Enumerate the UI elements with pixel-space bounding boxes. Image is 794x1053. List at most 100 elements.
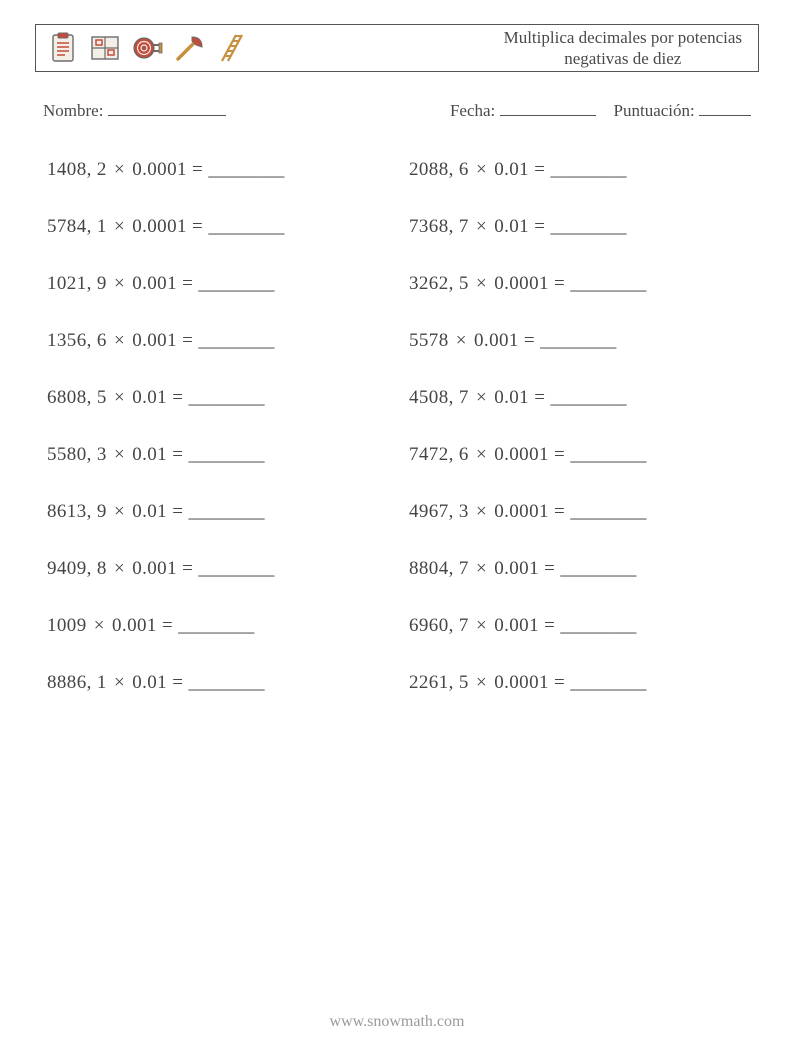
equals-sign: = [167, 672, 188, 693]
answer-blank[interactable]: ________ [189, 501, 265, 522]
name-label: Nombre: [43, 101, 103, 120]
answer-blank[interactable]: ________ [570, 444, 646, 465]
worksheet-title: Multiplica decimales por potencias negat… [504, 27, 748, 70]
multiply-sign: × [469, 615, 494, 636]
score-label: Puntuación: [614, 101, 695, 120]
operand-a: 7472, 6 [409, 444, 469, 465]
operand-b: 0.01 [132, 501, 167, 522]
equals-sign: = [549, 444, 570, 465]
problem-left-8: 1009 × 0.001 = ________ [47, 615, 389, 637]
multiply-sign: × [107, 672, 132, 693]
multiply-sign: × [469, 444, 494, 465]
answer-blank[interactable]: ________ [570, 672, 646, 693]
answer-blank[interactable]: ________ [208, 159, 284, 180]
name-blank[interactable] [108, 98, 226, 116]
problem-right-1: 7368, 7 × 0.01 = ________ [409, 216, 751, 238]
operand-a: 1356, 6 [47, 330, 107, 351]
answer-blank[interactable]: ________ [189, 387, 265, 408]
answer-blank[interactable]: ________ [560, 558, 636, 579]
answer-blank[interactable]: ________ [570, 501, 646, 522]
operand-b: 0.0001 [132, 216, 187, 237]
answer-blank[interactable]: ________ [551, 387, 627, 408]
answer-blank[interactable]: ________ [551, 216, 627, 237]
operand-a: 5580, 3 [47, 444, 107, 465]
problem-right-8: 6960, 7 × 0.001 = ________ [409, 615, 751, 637]
score-field: Puntuación: [614, 98, 751, 121]
clipboard-icon [46, 31, 80, 65]
problem-left-4: 6808, 5 × 0.01 = ________ [47, 387, 389, 409]
operand-a: 1408, 2 [47, 159, 107, 180]
operand-a: 3262, 5 [409, 273, 469, 294]
title-line1: Multiplica decimales por potencias [504, 27, 742, 48]
operand-a: 4967, 3 [409, 501, 469, 522]
problem-left-9: 8886, 1 × 0.01 = ________ [47, 672, 389, 694]
operand-b: 0.0001 [132, 159, 187, 180]
operand-a: 5784, 1 [47, 216, 107, 237]
multiply-sign: × [469, 216, 494, 237]
answer-blank[interactable]: ________ [189, 444, 265, 465]
equals-sign: = [539, 558, 560, 579]
operand-a: 1021, 9 [47, 273, 107, 294]
operand-a: 1009 [47, 615, 87, 636]
answer-blank[interactable]: ________ [198, 558, 274, 579]
problem-right-4: 4508, 7 × 0.01 = ________ [409, 387, 751, 409]
answer-blank[interactable]: ________ [570, 273, 646, 294]
operand-a: 8804, 7 [409, 558, 469, 579]
operand-b: 0.0001 [494, 444, 549, 465]
problem-right-5: 7472, 6 × 0.0001 = ________ [409, 444, 751, 466]
equals-sign: = [167, 501, 188, 522]
multiply-sign: × [469, 159, 494, 180]
multiply-sign: × [469, 273, 494, 294]
problem-right-7: 8804, 7 × 0.001 = ________ [409, 558, 751, 580]
equals-sign: = [529, 159, 550, 180]
ladder-icon [214, 31, 248, 65]
multiply-sign: × [469, 387, 494, 408]
multiply-sign: × [107, 444, 132, 465]
multiply-sign: × [107, 159, 132, 180]
firehose-icon [130, 31, 164, 65]
operand-b: 0.0001 [494, 672, 549, 693]
problem-left-5: 5580, 3 × 0.01 = ________ [47, 444, 389, 466]
multiply-sign: × [107, 558, 132, 579]
problem-right-9: 2261, 5 × 0.0001 = ________ [409, 672, 751, 694]
operand-a: 6960, 7 [409, 615, 469, 636]
operand-a: 9409, 8 [47, 558, 107, 579]
header-box: Multiplica decimales por potencias negat… [35, 24, 759, 72]
answer-blank[interactable]: ________ [551, 159, 627, 180]
equals-sign: = [187, 216, 208, 237]
operand-b: 0.01 [132, 444, 167, 465]
multiply-sign: × [449, 330, 474, 351]
date-blank[interactable] [500, 98, 596, 116]
operand-b: 0.001 [112, 615, 157, 636]
answer-blank[interactable]: ________ [198, 273, 274, 294]
problem-left-6: 8613, 9 × 0.01 = ________ [47, 501, 389, 523]
multiply-sign: × [107, 273, 132, 294]
worksheet-page: Multiplica decimales por potencias negat… [0, 0, 794, 1053]
operand-b: 0.001 [494, 615, 539, 636]
score-blank[interactable] [699, 98, 751, 116]
answer-blank[interactable]: ________ [178, 615, 254, 636]
operand-b: 0.001 [494, 558, 539, 579]
multiply-sign: × [107, 330, 132, 351]
icon-strip [46, 31, 248, 65]
answer-blank[interactable]: ________ [540, 330, 616, 351]
problem-right-6: 4967, 3 × 0.0001 = ________ [409, 501, 751, 523]
equals-sign: = [187, 159, 208, 180]
operand-a: 2088, 6 [409, 159, 469, 180]
problem-left-7: 9409, 8 × 0.001 = ________ [47, 558, 389, 580]
equals-sign: = [539, 615, 560, 636]
problem-left-0: 1408, 2 × 0.0001 = ________ [47, 159, 389, 181]
answer-blank[interactable]: ________ [208, 216, 284, 237]
operand-b: 0.001 [132, 558, 177, 579]
problem-right-0: 2088, 6 × 0.01 = ________ [409, 159, 751, 181]
operand-b: 0.001 [132, 273, 177, 294]
answer-blank[interactable]: ________ [198, 330, 274, 351]
operand-a: 2261, 5 [409, 672, 469, 693]
answer-blank[interactable]: ________ [560, 615, 636, 636]
operand-b: 0.001 [132, 330, 177, 351]
problem-right-3: 5578 × 0.001 = ________ [409, 330, 751, 352]
problem-left-2: 1021, 9 × 0.001 = ________ [47, 273, 389, 295]
operand-a: 6808, 5 [47, 387, 107, 408]
equals-sign: = [549, 501, 570, 522]
answer-blank[interactable]: ________ [189, 672, 265, 693]
